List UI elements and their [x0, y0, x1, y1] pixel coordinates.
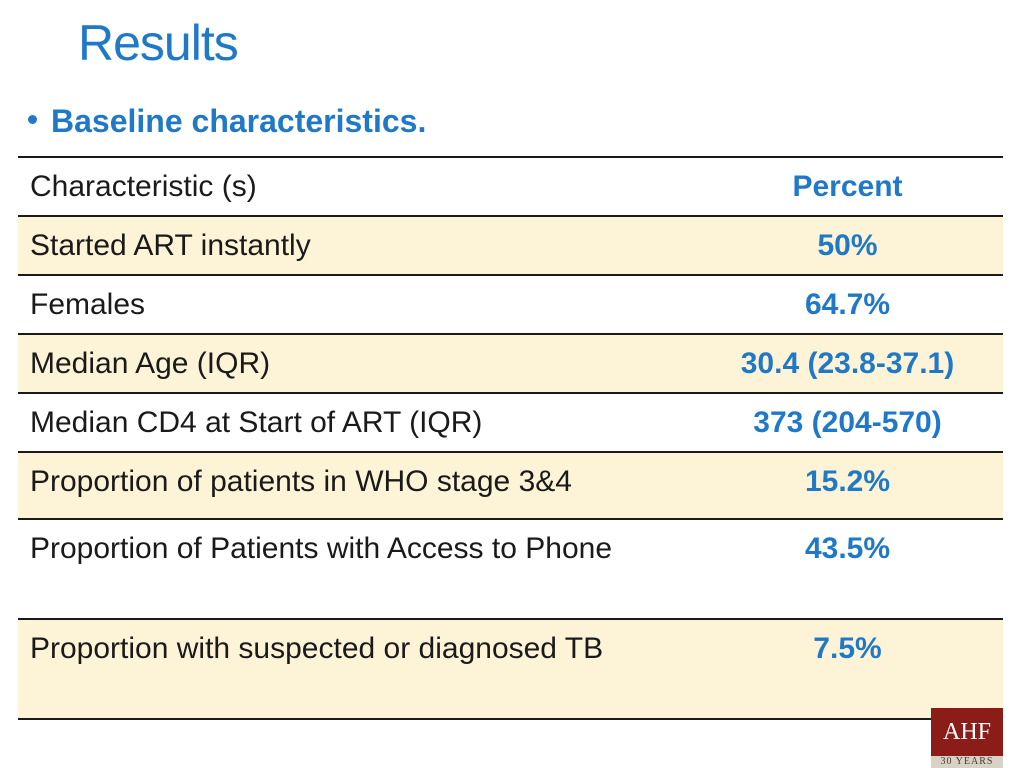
- row-value: 373 (204-570): [753, 406, 942, 439]
- table-row: Proportion of patients in WHO stage 3&4 …: [18, 452, 1003, 519]
- row-value: 30.4 (23.8-37.1): [740, 347, 955, 380]
- table-row: Started ART instantly 50%: [18, 216, 1003, 275]
- slide-title: Results: [78, 15, 239, 71]
- row-label: Started ART instantly: [30, 229, 311, 262]
- bullet-item: Baseline characteristics.: [28, 103, 427, 139]
- header-percent: Percent: [792, 170, 903, 203]
- table-header-row: Characteristic (s) Percent: [18, 157, 1003, 216]
- row-value: 64.7%: [804, 288, 891, 321]
- row-value: 15.2%: [804, 465, 891, 498]
- table-row: Proportion with suspected or diagnosed T…: [18, 619, 1003, 719]
- row-label: Females: [30, 288, 146, 321]
- row-label: Median CD4 at Start of ART (IQR): [30, 406, 483, 439]
- row-label: Proportion with suspected or diagnosed T…: [30, 632, 604, 665]
- row-value: 43.5%: [804, 532, 891, 565]
- row-label: Median Age (IQR): [30, 347, 271, 380]
- logo-sub-text: 30 YEARS: [931, 756, 1003, 768]
- table-row: Females 64.7%: [18, 275, 1003, 334]
- bullet-icon: [28, 115, 37, 125]
- logo-main-text: AHF: [942, 719, 991, 745]
- table-row: Median CD4 at Start of ART (IQR) 373 (20…: [18, 393, 1003, 452]
- ahf-logo: AHF 30 YEARS: [931, 708, 1003, 768]
- table-row: Median Age (IQR) 30.4 (23.8-37.1): [18, 334, 1003, 393]
- baseline-characteristics-table: Characteristic (s) Percent Started ART i…: [18, 156, 1003, 720]
- row-label: Proportion of Patients with Access to Ph…: [30, 532, 612, 565]
- header-characteristic: Characteristic (s): [30, 170, 257, 203]
- row-value: 50%: [817, 229, 878, 262]
- row-value: 7.5%: [813, 632, 882, 665]
- bullet-text: Baseline characteristics.: [51, 103, 427, 139]
- table-row: Proportion of Patients with Access to Ph…: [18, 519, 1003, 619]
- row-label: Proportion of patients in WHO stage 3&4: [30, 465, 572, 498]
